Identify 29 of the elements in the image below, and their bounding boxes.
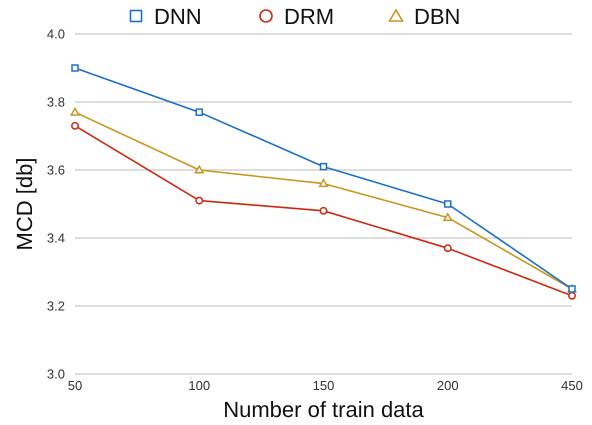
- x-tick-label: 50: [68, 378, 82, 393]
- y-axis-title: MCD [db]: [12, 158, 37, 250]
- y-tick-label: 4.0: [46, 26, 65, 42]
- y-tick-label: 3.8: [46, 94, 65, 110]
- x-tick-label: 200: [436, 378, 459, 393]
- x-tick-label: 450: [561, 378, 583, 393]
- point: [195, 196, 204, 205]
- legend-label: DNN: [154, 4, 202, 29]
- point: [568, 292, 576, 300]
- y-tick-label: 3.6: [46, 162, 65, 178]
- x-axis-title: Number of train data: [223, 397, 425, 422]
- point: [444, 200, 452, 208]
- y-tick-label: 3.0: [46, 366, 65, 382]
- y-tick-label: 3.2: [46, 298, 65, 314]
- point: [320, 162, 328, 170]
- x-tick-label: 100: [188, 378, 210, 393]
- point: [320, 206, 328, 215]
- point: [70, 108, 80, 116]
- point: [196, 108, 203, 116]
- legend-label: DRM: [284, 4, 334, 29]
- point: [194, 165, 204, 174]
- point: [318, 179, 328, 188]
- point: [443, 213, 452, 222]
- point: [71, 64, 79, 72]
- point: [71, 122, 79, 130]
- point: [444, 244, 452, 252]
- legend-label: DBN: [414, 4, 460, 29]
- x-tick-label: 150: [312, 378, 334, 393]
- y-tick-label: 3.4: [46, 230, 65, 246]
